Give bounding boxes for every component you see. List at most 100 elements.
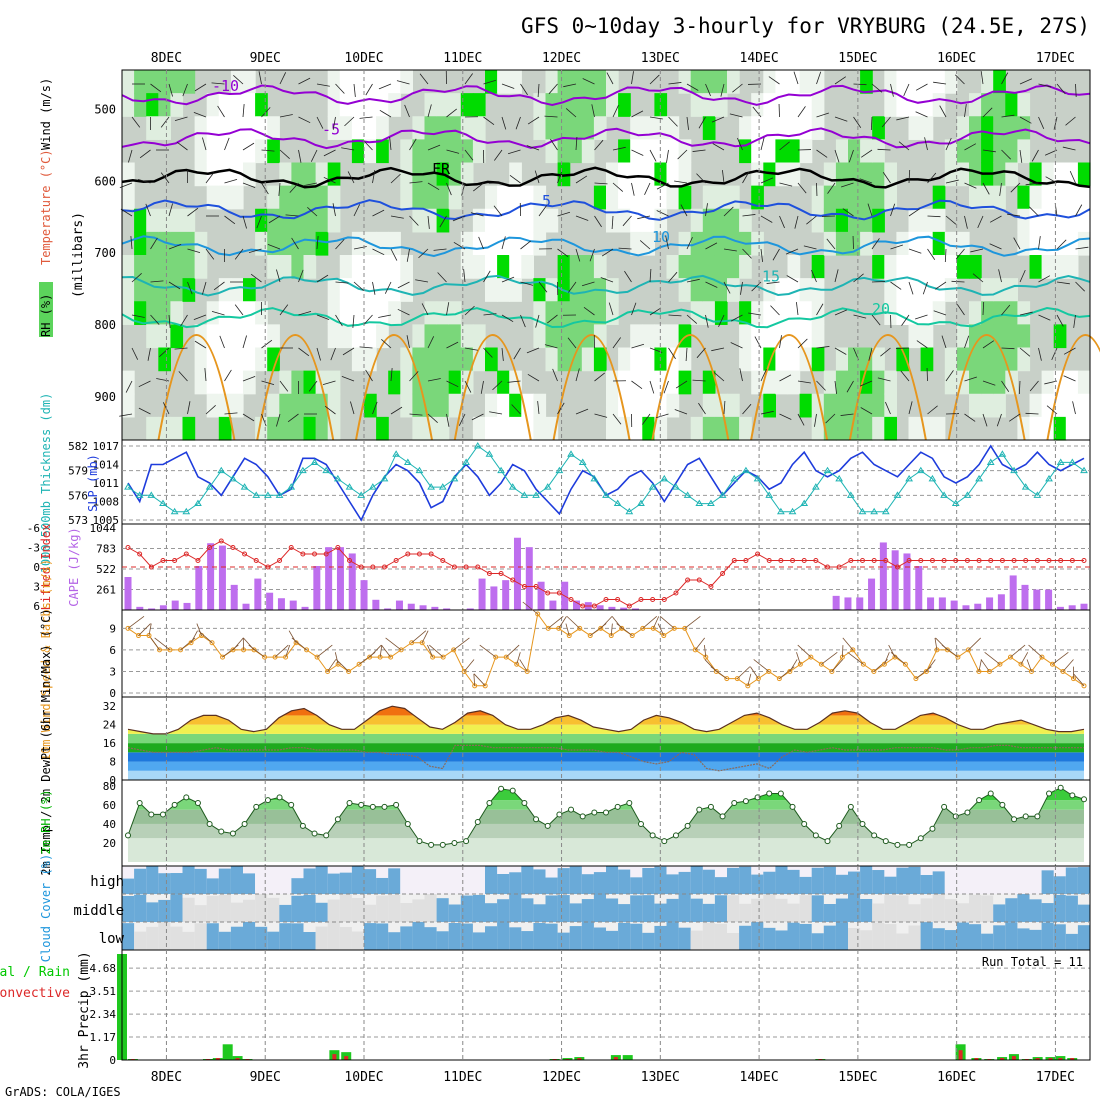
wind10m-point — [913, 676, 919, 682]
cape-bar — [407, 603, 415, 610]
rh-cell — [872, 255, 885, 279]
wind-barb — [972, 273, 984, 283]
thickness-point — [730, 474, 739, 482]
rh-cell — [364, 70, 377, 94]
rh-cell — [303, 416, 317, 441]
wind-barb — [927, 248, 936, 261]
rh-cell — [811, 324, 825, 349]
rh-cell — [872, 416, 885, 441]
wind-barb — [463, 269, 466, 283]
wind-barb — [187, 248, 201, 253]
cloud-cell — [1005, 898, 1018, 922]
li-point — [253, 558, 259, 563]
rh-cell — [920, 70, 934, 94]
wind-barb — [384, 281, 392, 294]
rh-cell — [194, 255, 208, 279]
wind-barb — [211, 311, 225, 316]
isotherm-label: FR — [432, 160, 451, 178]
wind-barb — [174, 347, 188, 350]
cloud-cell — [485, 866, 498, 894]
cloud-cell — [364, 923, 377, 950]
rh-cell — [618, 93, 631, 117]
wind-barb — [581, 281, 595, 287]
wind10m-point — [503, 654, 509, 660]
wind10m-barb — [385, 637, 402, 651]
rh-cell — [218, 324, 232, 349]
wind-barb — [187, 401, 191, 415]
wind10m-point — [776, 676, 782, 682]
wind-barb — [234, 248, 244, 260]
precip-ylabel: 3hr Precip (mm) — [77, 951, 92, 1068]
li-point — [661, 597, 667, 602]
rh-cell — [642, 185, 655, 210]
cloud-cell — [218, 931, 232, 950]
rh-cell — [1005, 347, 1018, 372]
cloud-cell — [969, 924, 982, 950]
wind-barb — [150, 83, 162, 93]
rh-cell — [436, 324, 450, 349]
wind-barb — [1019, 149, 1023, 163]
wind-barb — [261, 380, 275, 385]
rh-cell — [509, 208, 522, 233]
wind-barb — [242, 104, 245, 118]
temp-band — [128, 761, 1084, 771]
thickness-point — [252, 491, 261, 498]
thickness-point — [368, 483, 377, 490]
wind-barb — [298, 149, 302, 163]
li-point — [300, 551, 306, 557]
cloud-cell — [593, 927, 607, 950]
cape-bar — [502, 580, 510, 610]
rh-cell — [509, 278, 522, 302]
wind-barb — [381, 339, 392, 349]
rh2m-point — [824, 838, 831, 845]
wind-barb — [1051, 347, 1058, 361]
wind10m-barb — [842, 637, 854, 651]
cloud-cell — [1041, 922, 1055, 950]
cape-bar — [148, 608, 156, 610]
cloud-cell — [472, 868, 486, 894]
rh-cell — [170, 93, 184, 117]
cape-bar — [348, 553, 356, 610]
rh-cell — [884, 370, 897, 395]
li-ylabel: Lifted Index — [39, 524, 53, 611]
rh-cell — [969, 116, 982, 140]
cloud-cell — [303, 931, 317, 950]
rh-cell — [835, 347, 849, 372]
cape-bar — [620, 607, 628, 610]
rh2m-point — [311, 830, 318, 837]
rh-cell — [581, 278, 595, 302]
wind-barb — [527, 373, 540, 382]
cloud-cell — [509, 894, 522, 922]
cloud-cell — [1065, 933, 1079, 950]
rh2m-point — [836, 822, 843, 829]
wind-barb — [649, 269, 652, 283]
wind-barb — [483, 313, 497, 316]
wind10m-point — [535, 611, 541, 617]
cape-bar — [207, 543, 215, 610]
rh-cell — [811, 208, 825, 233]
cape-bar — [124, 577, 132, 610]
rh2m-point — [369, 803, 376, 810]
rh-cell — [267, 324, 280, 349]
li-point — [638, 597, 644, 602]
wind10m-barb — [427, 644, 434, 658]
wind-barb — [507, 149, 521, 155]
warm-isotherm — [1046, 334, 1100, 441]
rh-cell — [243, 301, 256, 325]
wind-barb — [631, 302, 637, 316]
rh-cell — [412, 208, 426, 233]
wind10m-point — [314, 654, 320, 660]
rh2m-point — [521, 800, 528, 807]
cloud-cell — [533, 904, 546, 922]
wind-barb — [1007, 213, 1021, 217]
thickness-point — [403, 458, 412, 465]
cloud-cell — [690, 866, 704, 894]
rh-cell — [1017, 324, 1031, 349]
rh-cell — [376, 139, 389, 164]
wind-barb — [908, 208, 921, 217]
wind-barb — [261, 107, 271, 118]
wind-barb — [520, 281, 534, 286]
cloud-cell — [485, 926, 498, 950]
cloud-cell — [460, 877, 474, 894]
precip-conv-bar — [577, 1058, 582, 1060]
